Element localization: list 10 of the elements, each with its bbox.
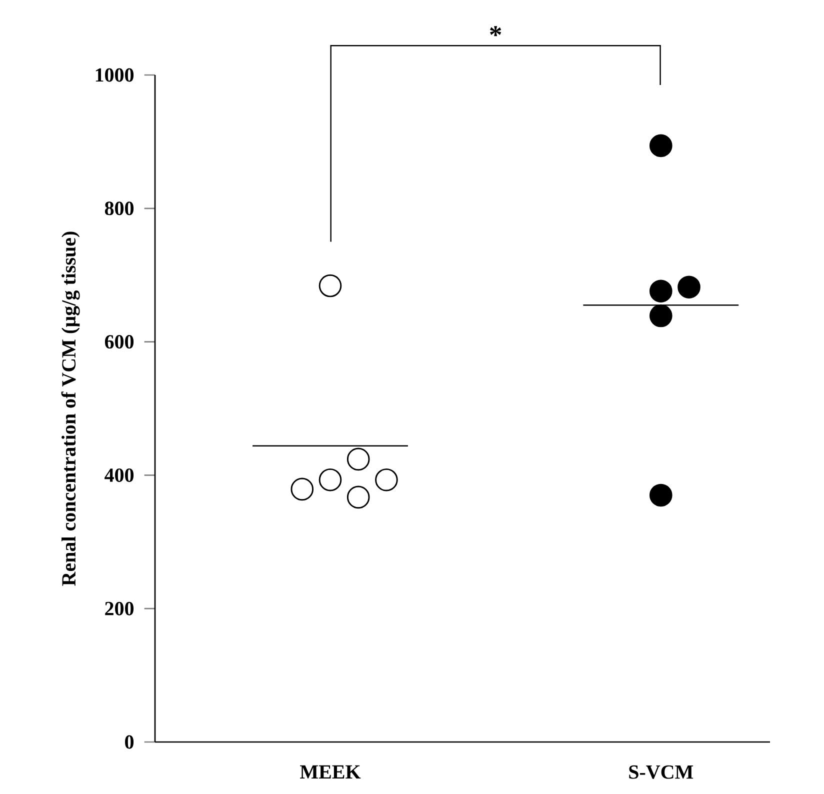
y-tick-label: 600	[104, 335, 134, 349]
y-axis-title: Renal concentration of VCM (µg/g tissue)	[61, 232, 80, 586]
x-tick-label: MEEK	[300, 765, 361, 778]
y-tick-label: 800	[104, 202, 134, 216]
text: *	[490, 26, 502, 36]
y-tick-label: 400	[104, 468, 134, 482]
y-tick-label: 200	[105, 602, 134, 616]
y-tick-label: 1000	[96, 68, 134, 82]
y-tick-label: 0	[125, 735, 134, 749]
x-tick-label: S-VCM	[629, 765, 694, 779]
